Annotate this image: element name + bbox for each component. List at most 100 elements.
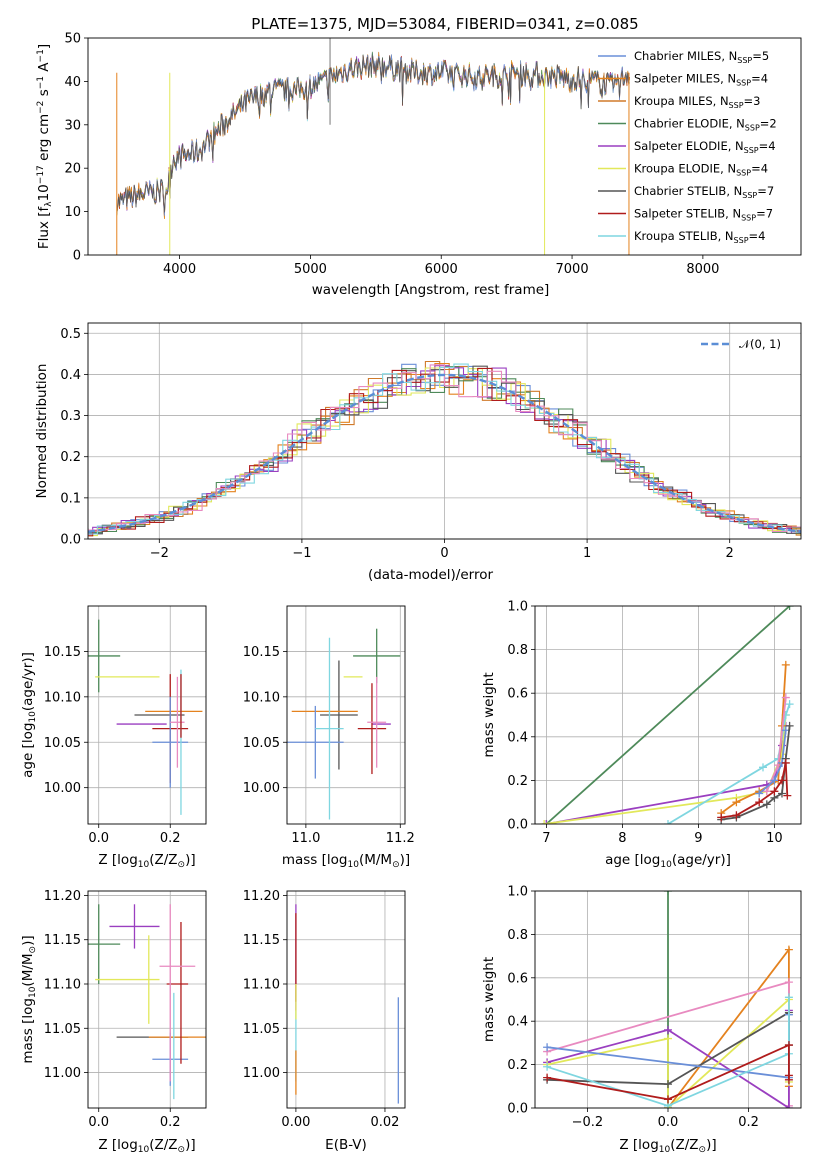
mass_vs_ebv-points xyxy=(295,904,399,1104)
errorbar-point xyxy=(88,904,121,984)
weight-marker xyxy=(770,776,779,785)
y-tick-label: 11.10 xyxy=(44,978,81,993)
x-tick-label: 11.2 xyxy=(386,831,415,846)
mass_vs_ebv-axes: 0.00 0.02 11.00 11.05 11.10 11.15 11.20 xyxy=(243,889,405,1130)
weight-marker xyxy=(781,660,790,669)
weight-marker xyxy=(762,787,771,796)
mass_vs_ebv-frame xyxy=(286,890,406,1109)
legend-entry: Salpeter MILES, NSSP=4 xyxy=(634,72,768,88)
weight-series xyxy=(545,606,791,824)
x-tick-label: 2 xyxy=(726,546,734,561)
y-tick-label: 11.00 xyxy=(44,1066,81,1081)
x-tick-label: 9 xyxy=(694,831,702,846)
y-tick-label: 11.15 xyxy=(44,933,81,948)
spectrum-series-salpeter_elodie xyxy=(116,52,630,217)
weight-marker xyxy=(664,1080,672,1089)
errorbar-point xyxy=(109,904,160,949)
age_vs_z-points xyxy=(88,619,203,815)
x-tick-label: −1 xyxy=(292,546,311,561)
y-tick-label: 0.5 xyxy=(60,327,81,342)
spectrum-lines xyxy=(116,38,630,255)
y-tick-label: 0.6 xyxy=(507,687,528,702)
y-tick-label: 11.15 xyxy=(243,933,280,948)
legend-entry: Chabrier MILES, NSSP=5 xyxy=(634,49,769,65)
weight-marker xyxy=(784,1041,793,1050)
legend-entry: Salpeter ELODIE, NSSP=4 xyxy=(634,139,776,155)
weight-marker xyxy=(732,811,741,820)
weight-marker xyxy=(542,820,551,824)
residuals-legend-entry: 𝒩(0, 1) xyxy=(739,337,781,351)
mass_vs_z-points xyxy=(88,904,206,1100)
mass_vs_z-axes: 0.0 0.2 11.00 11.05 11.10 11.15 11.20 xyxy=(44,889,206,1130)
weight-marker xyxy=(543,1062,552,1071)
y-tick-label: 40 xyxy=(64,75,81,90)
weight_vs_z-axes: −0.2 0.0 0.2 0.0 0.2 0.4 0.6 0.8 1.0 xyxy=(507,885,801,1130)
errorbar-point xyxy=(320,660,358,770)
errorbar-point xyxy=(315,637,344,820)
mass-xlabel: mass [log10(M/M⊙)] xyxy=(282,852,410,870)
y-tick-label: 11.20 xyxy=(243,889,280,904)
y-tick-label: 10.15 xyxy=(44,645,81,660)
weight-series xyxy=(758,730,787,795)
figure-title: PLATE=1375, MJD=53084, FIBERID=0341, z=0… xyxy=(251,15,638,33)
weight-marker xyxy=(732,798,741,807)
y-tick-label: 11.00 xyxy=(243,1066,280,1081)
weight_vs_age-ylabel: mass weight xyxy=(481,672,497,757)
weight-marker xyxy=(783,791,792,800)
y-tick-label: 0.6 xyxy=(507,971,528,986)
y-tick-label: 0.3 xyxy=(60,409,81,424)
spectrum-series-kroupa_elodie xyxy=(116,54,630,219)
y-tick-label: 10.05 xyxy=(44,736,81,751)
y-tick-label: 50 xyxy=(64,32,81,47)
x-tick-label: 0.2 xyxy=(160,1115,181,1130)
y-tick-label: 1.0 xyxy=(507,600,528,615)
weight-marker xyxy=(784,1071,793,1080)
weight-marker xyxy=(540,820,549,824)
y-tick-label: 11.05 xyxy=(243,1022,280,1037)
errorbar-point xyxy=(357,683,387,775)
y-tick-label: 0.4 xyxy=(507,730,528,745)
x-tick-label: 8000 xyxy=(686,262,719,277)
spectrum-series-chabrier_miles xyxy=(116,54,630,216)
y-tick-label: 0.8 xyxy=(507,643,528,658)
spectrum-series-kroupa_miles xyxy=(116,51,630,219)
age_vs_z-axes: 0.0 0.2 10.00 10.05 10.10 10.15 xyxy=(44,606,206,846)
x-tick-label: 0.2 xyxy=(738,1115,759,1130)
y-tick-label: 10.05 xyxy=(243,736,280,751)
x-tick-label: 7000 xyxy=(556,262,589,277)
legend-entry: Kroupa ELODIE, NSSP=4 xyxy=(634,162,768,178)
weight-series xyxy=(546,997,790,1107)
weight-marker xyxy=(778,789,786,798)
residuals-axes: −2 −1 0 1 2 0.0 0.1 0.2 0.3 0.4 0.5 xyxy=(60,323,801,561)
y-tick-label: 11.20 xyxy=(44,889,81,904)
y-tick-label: 11.05 xyxy=(44,1022,81,1037)
weight-marker xyxy=(664,891,672,895)
errorbar-point xyxy=(287,705,344,779)
weight-series xyxy=(667,946,790,1108)
errorbar-point xyxy=(170,676,185,768)
x-tick-label: 0.00 xyxy=(281,1115,310,1130)
spectrum-axes: 4000 5000 6000 7000 8000 0 10 20 30 40 50 xyxy=(64,32,719,278)
spectrum-series-chabrier_elodie xyxy=(116,51,630,216)
y-tick-label: 20 xyxy=(64,162,81,177)
weight-marker xyxy=(778,776,786,785)
weight-marker xyxy=(762,800,771,809)
weight-marker xyxy=(664,820,672,824)
y-tick-label: 0.4 xyxy=(60,368,81,383)
weight-series xyxy=(667,703,791,824)
age-xlabel: age [log10(age/yr)] xyxy=(605,852,731,870)
y-tick-label: 1.0 xyxy=(507,885,528,900)
errorbar-point xyxy=(88,619,121,693)
weight_vs_z-lines xyxy=(543,891,793,1108)
age_vs_mass-frame xyxy=(286,605,406,825)
weight-marker xyxy=(784,945,793,954)
y-tick-label: 0.0 xyxy=(507,818,528,833)
y-tick-label: 10.15 xyxy=(243,645,280,660)
weight-marker xyxy=(759,763,767,772)
errorbar-point xyxy=(152,696,189,788)
weight-marker xyxy=(785,700,794,709)
x-tick-label: −0.2 xyxy=(572,1115,604,1130)
weight_vs_age-lines xyxy=(540,606,794,824)
weight-marker xyxy=(781,758,790,767)
